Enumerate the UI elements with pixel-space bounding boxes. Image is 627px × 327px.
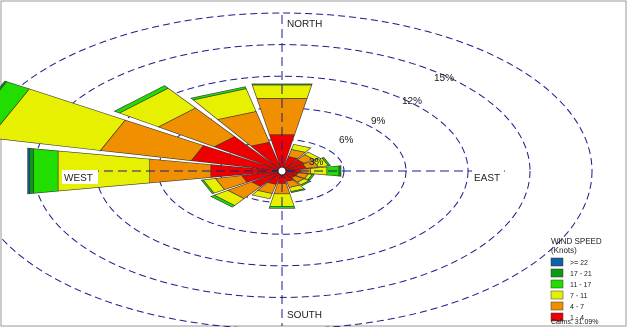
legend-label-5: 1 - 4 xyxy=(570,315,584,322)
ring-label-3: 3% xyxy=(309,157,324,168)
ring-label-12: 12% xyxy=(402,96,422,107)
ring-label-6: 6% xyxy=(339,135,354,146)
petal-SSW-2 xyxy=(251,190,273,200)
petal-ESE-3 xyxy=(307,174,315,181)
calm-center-marker xyxy=(277,166,287,176)
petal-ENE-3 xyxy=(321,157,331,167)
ring-label-15: 15% xyxy=(434,73,454,84)
petal-SSE-3 xyxy=(290,188,306,193)
legend-swatch-4 xyxy=(550,301,564,311)
petal-NNE-2 xyxy=(290,143,312,153)
petal-W-3 xyxy=(33,148,59,194)
legend-swatch-3 xyxy=(550,290,564,300)
petal-SE-3 xyxy=(300,180,312,187)
petal-layer xyxy=(0,80,342,209)
petal-W-4 xyxy=(29,147,34,195)
legend-title: WIND SPEED xyxy=(551,237,602,246)
petal-W-5 xyxy=(27,147,30,195)
direction-south: SOUTH xyxy=(287,310,322,321)
legend-swatch-2 xyxy=(550,279,564,289)
direction-east: EAST xyxy=(474,173,500,184)
petal-WNW-4 xyxy=(0,80,8,91)
direction-north: NORTH xyxy=(287,19,322,30)
east-label-bg xyxy=(472,170,504,184)
legend-subtitle: (Knots) xyxy=(551,246,577,255)
petal-NNW-3 xyxy=(190,86,247,101)
legend-swatch-1 xyxy=(550,268,564,278)
legend: WIND SPEED (Knots) >= 22 17 - 21 11 - 17 7 … xyxy=(550,237,602,326)
legend-label-1: 17 - 21 xyxy=(570,271,592,278)
petal-WSW-3 xyxy=(200,179,215,194)
direction-west: WEST xyxy=(64,173,93,184)
petal-NE-2 xyxy=(303,151,320,160)
ring-15 xyxy=(0,12,593,327)
legend-label-2: 11 - 17 xyxy=(570,282,591,289)
legend-label-3: 7 - 11 xyxy=(570,293,587,300)
legend-label-4: 4 - 7 xyxy=(570,304,584,311)
petal-S-3 xyxy=(268,206,296,209)
calms-label: Calms: 31.09% xyxy=(551,319,598,326)
petal-E-4 xyxy=(338,165,342,177)
petal-N-3 xyxy=(251,83,313,86)
ring-label-9: 9% xyxy=(371,116,386,127)
north-label-bg xyxy=(285,16,325,30)
legend-swatch-5 xyxy=(550,312,564,322)
petal-NW-3 xyxy=(113,85,169,114)
legend-items: >= 22 17 - 21 11 - 17 7 - 11 4 - 7 1 - 4 xyxy=(550,257,592,322)
west-label-bg xyxy=(62,170,98,184)
petal-SW-3 xyxy=(210,194,236,208)
south-label-bg xyxy=(285,307,325,321)
legend-label-0: >= 22 xyxy=(570,260,588,267)
legend-swatch-0 xyxy=(550,257,564,267)
